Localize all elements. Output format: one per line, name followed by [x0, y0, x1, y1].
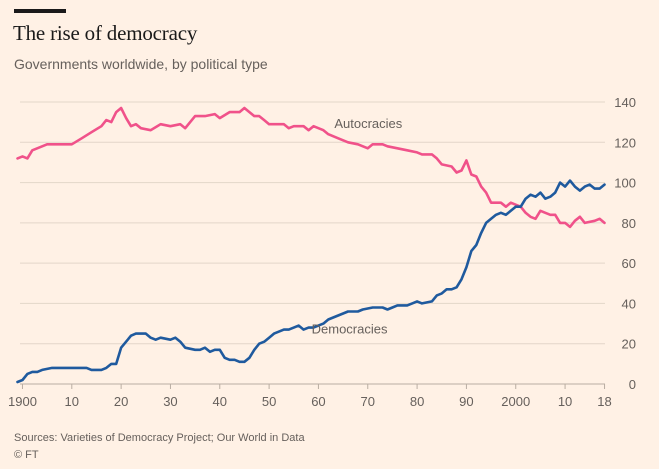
series-line-autocracies — [16, 106, 606, 229]
y-tick-label: 60 — [622, 256, 636, 271]
brand-bar — [14, 9, 66, 13]
x-tick-label: 90 — [459, 394, 473, 409]
x-tick-label: 60 — [311, 394, 325, 409]
chart-subtitle: Governments worldwide, by political type — [14, 56, 268, 72]
x-tick-label: 50 — [262, 394, 276, 409]
x-tick-label: 18 — [597, 394, 611, 409]
series-label-autocracies: Autocracies — [334, 116, 402, 131]
y-tick-label: 40 — [622, 296, 636, 311]
series-line-democracies — [16, 179, 606, 384]
y-tick-label: 100 — [614, 176, 636, 191]
x-tick-label: 80 — [410, 394, 424, 409]
y-tick-label: 80 — [622, 216, 636, 231]
x-tick-label: 10 — [558, 394, 572, 409]
y-tick-label: 20 — [622, 337, 636, 352]
x-tick-label: 1900 — [8, 394, 37, 409]
source-note: Sources: Varieties of Democracy Project;… — [14, 432, 305, 444]
x-tick-label: 20 — [114, 394, 128, 409]
x-tick-label: 30 — [163, 394, 177, 409]
y-tick-label: 0 — [629, 377, 636, 392]
x-tick-label: 10 — [65, 394, 79, 409]
chart-title: The rise of democracy — [13, 21, 198, 45]
y-tick-label: 140 — [614, 95, 636, 110]
copyright-note: © FT — [14, 449, 39, 461]
x-tick-label: 2000 — [501, 394, 530, 409]
series-label-democracies: Democracies — [312, 322, 388, 337]
x-tick-label: 70 — [361, 394, 375, 409]
y-tick-label: 120 — [614, 135, 636, 150]
x-tick-label: 40 — [213, 394, 227, 409]
